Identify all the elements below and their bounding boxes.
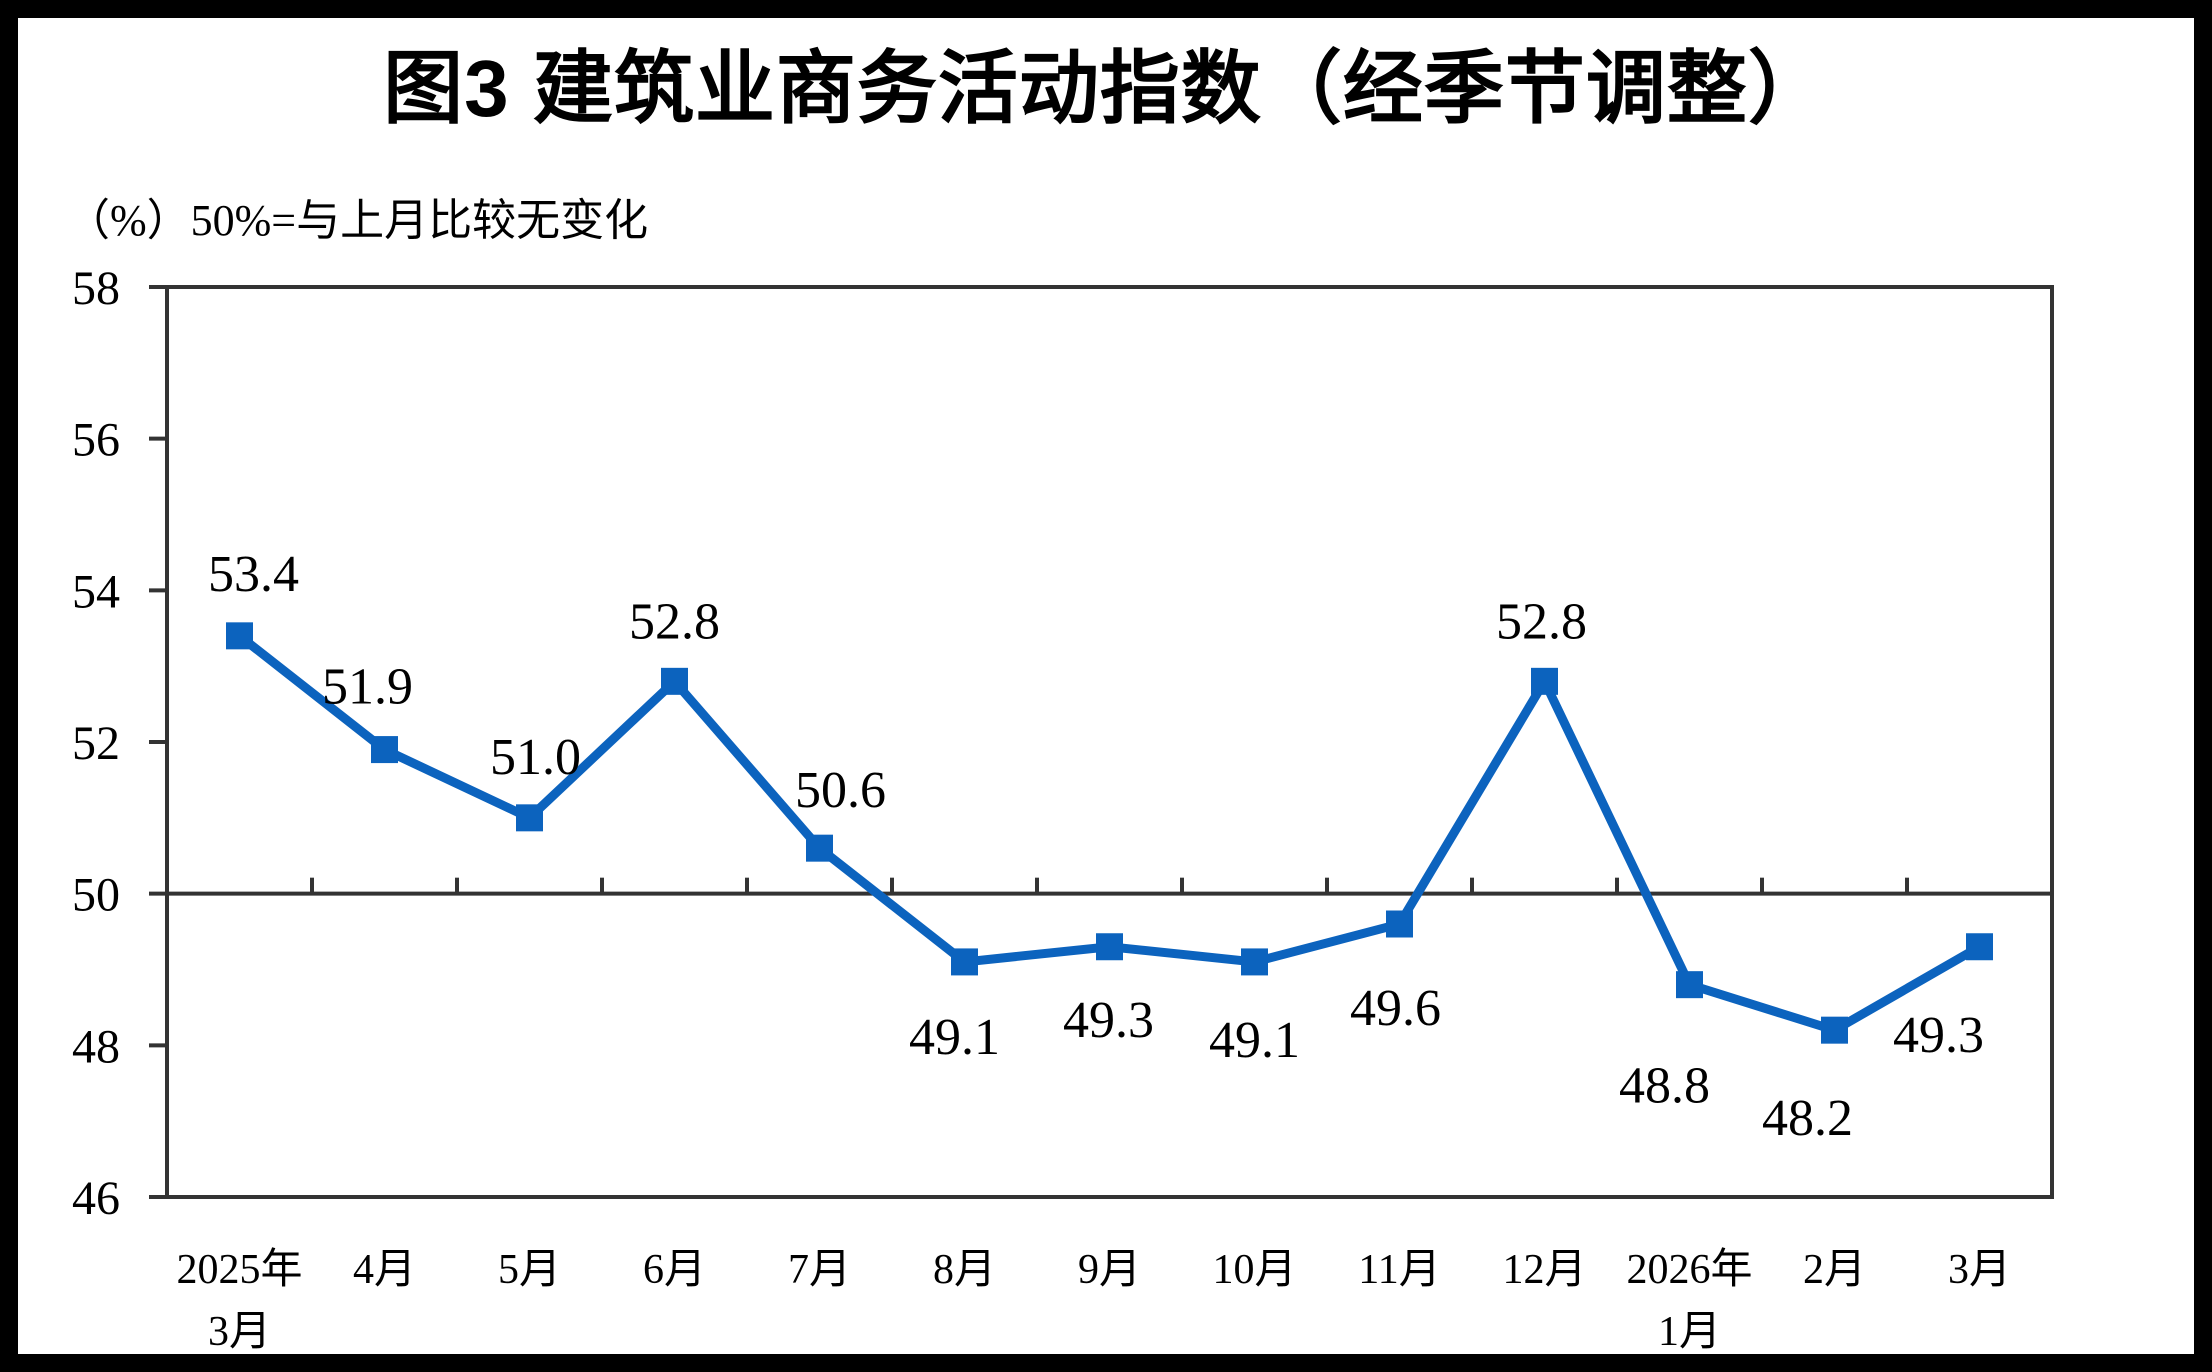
y-tick-label: 52 (72, 717, 120, 770)
data-point-label: 48.2 (1762, 1090, 1853, 1147)
data-point-marker (1531, 667, 1558, 695)
data-point-label: 49.1 (1209, 1012, 1300, 1069)
y-tick-label: 54 (72, 565, 120, 618)
data-point-marker (1966, 933, 1993, 961)
x-tick-label: 9月 (1078, 1247, 1141, 1293)
x-tick-label: 7月 (788, 1247, 851, 1293)
x-tick-label: 3月 (1948, 1247, 2011, 1293)
x-tick-label: 2月 (1803, 1247, 1866, 1293)
data-point-label: 49.3 (1063, 992, 1154, 1049)
data-point-marker (1821, 1016, 1848, 1044)
data-point-label: 52.8 (629, 593, 720, 650)
data-point-label: 51.9 (322, 659, 413, 716)
x-tick-label: 2026年 1月 (1626, 1246, 1752, 1355)
x-tick-label: 8月 (933, 1247, 996, 1293)
data-point-label: 53.4 (208, 546, 299, 603)
x-tick-label: 10月 (1212, 1247, 1296, 1293)
x-tick-label: 12月 (1502, 1247, 1586, 1293)
data-point-marker (806, 834, 833, 862)
axis-unit-note: （%）50%=与上月比较无变化 (66, 196, 649, 245)
data-point-label: 50.6 (795, 762, 886, 819)
data-point-label: 48.8 (1619, 1058, 1710, 1115)
data-point-marker (1096, 933, 1123, 961)
data-point-label: 49.1 (909, 1009, 1000, 1066)
x-tick-label: 6月 (643, 1247, 706, 1293)
chart-title: 图3 建筑业商务活动指数（经季节调整） (383, 44, 1829, 133)
plot-border (165, 285, 2054, 1199)
data-point-label: 49.6 (1350, 980, 1441, 1037)
y-tick-label: 46 (72, 1172, 120, 1225)
y-tick-label: 50 (72, 869, 120, 922)
x-tick-label: 4月 (353, 1247, 416, 1293)
x-tick-label: 2025年 3月 (176, 1246, 302, 1355)
y-tick-label: 58 (72, 262, 120, 315)
data-point-marker (226, 622, 253, 650)
x-tick-label: 11月 (1358, 1247, 1440, 1293)
series-line (236, 632, 1982, 1036)
data-point-label: 49.3 (1893, 1007, 1984, 1064)
data-point-marker (1241, 948, 1268, 976)
data-point-marker (1676, 971, 1703, 999)
data-point-marker (371, 736, 398, 764)
x-tick-label: 5月 (498, 1247, 561, 1293)
data-point-label: 52.8 (1496, 593, 1587, 650)
data-point-marker (661, 667, 688, 695)
data-point-marker (516, 804, 543, 832)
y-tick-label: 56 (72, 414, 120, 467)
data-point-marker (951, 948, 978, 976)
y-tick-label: 48 (72, 1020, 120, 1073)
data-point-marker (1386, 910, 1413, 938)
data-point-label: 51.0 (490, 729, 581, 786)
